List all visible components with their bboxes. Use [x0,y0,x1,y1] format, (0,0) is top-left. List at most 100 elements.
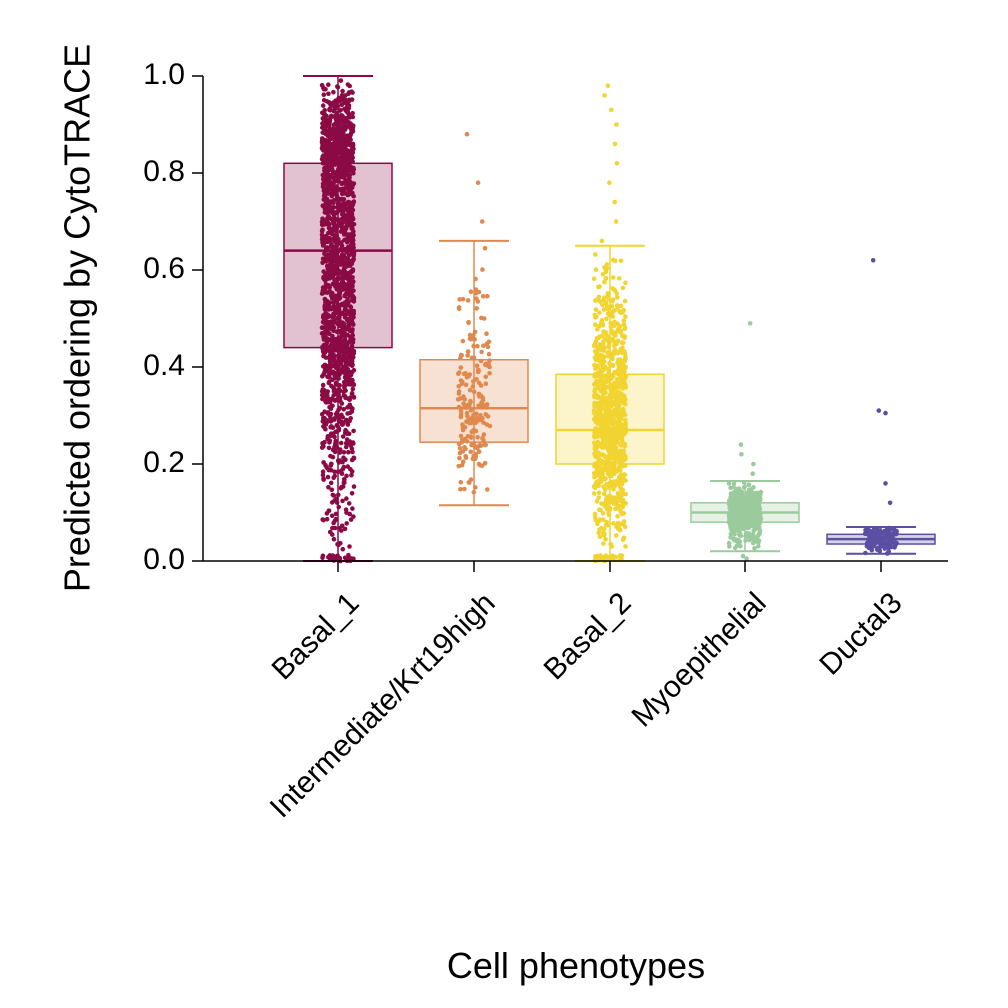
data-point [340,88,345,94]
data-point [734,498,740,503]
data-point [726,540,732,546]
data-point [461,438,467,443]
data-point [735,488,741,494]
data-point [321,342,327,348]
data-point [473,444,478,450]
data-point [339,126,345,132]
data-point [478,358,484,364]
data-point [342,330,347,336]
points-myoepithelial [726,321,764,561]
data-point [343,225,348,230]
data-point [593,515,598,520]
data-point [598,461,604,467]
data-point [472,337,478,342]
data-point [345,119,350,125]
data-point [592,461,598,467]
data-point [457,455,462,461]
data-point [331,135,337,141]
outlier-point [750,471,755,477]
data-point [351,381,356,387]
data-point [349,359,355,364]
data-point [610,275,616,280]
data-point [329,487,335,493]
data-point [593,267,599,272]
data-point [466,320,471,326]
data-point [732,489,737,495]
data-point [331,475,337,481]
data-point [320,288,326,294]
data-point [346,173,352,178]
data-point [752,546,757,551]
data-point [345,411,350,416]
points-intermediate-krt19high [455,131,493,495]
data-point [322,318,328,323]
data-point [463,405,468,411]
data-point [751,534,756,540]
data-point [475,299,481,304]
data-point [333,429,338,435]
data-point [597,534,603,539]
data-point [754,496,760,501]
data-point [457,297,463,302]
data-point [620,285,626,291]
data-point [483,381,489,387]
data-point [596,378,601,384]
data-point [601,384,607,390]
data-point [594,498,600,504]
data-point [614,412,619,417]
data-point [607,433,613,439]
data-point [474,306,480,311]
data-point [329,403,334,409]
data-point [604,424,610,430]
data-point [604,375,609,380]
data-point [344,232,350,237]
data-point [348,443,354,448]
data-point [871,526,877,531]
data-point [325,410,331,415]
x-tick-label-basal-1: Basal_1 [266,586,366,686]
data-point [731,536,736,541]
data-point [610,399,616,404]
data-point [340,96,346,102]
data-point [601,541,606,546]
outlier-point [475,180,481,185]
data-point [348,308,354,314]
data-point [341,323,346,329]
data-point [479,463,485,469]
data-point [619,460,624,465]
data-point [345,133,350,139]
data-point [325,246,330,251]
data-point [350,226,355,231]
data-point [607,392,613,398]
data-point [622,524,628,530]
data-point [459,353,465,358]
data-point [335,424,341,429]
data-point [460,449,466,454]
data-point [608,324,614,329]
data-point [622,376,628,381]
data-point [338,440,344,446]
data-point [322,415,327,421]
outlier-point [747,321,753,326]
data-point [456,389,462,394]
data-point [618,258,624,264]
data-point [597,507,602,512]
data-point [328,419,334,424]
data-point [320,517,326,522]
data-point [610,479,615,485]
data-point [485,344,491,350]
data-point [731,481,737,487]
data-point [602,477,608,482]
data-point [471,355,477,361]
data-point [321,353,326,359]
data-point [342,315,348,320]
data-point [324,169,329,174]
data-point [620,442,625,447]
data-point [340,153,346,159]
data-point [350,143,356,148]
data-point [623,463,628,468]
outlier-point [738,442,744,447]
data-point [621,340,626,346]
data-point [330,231,335,237]
